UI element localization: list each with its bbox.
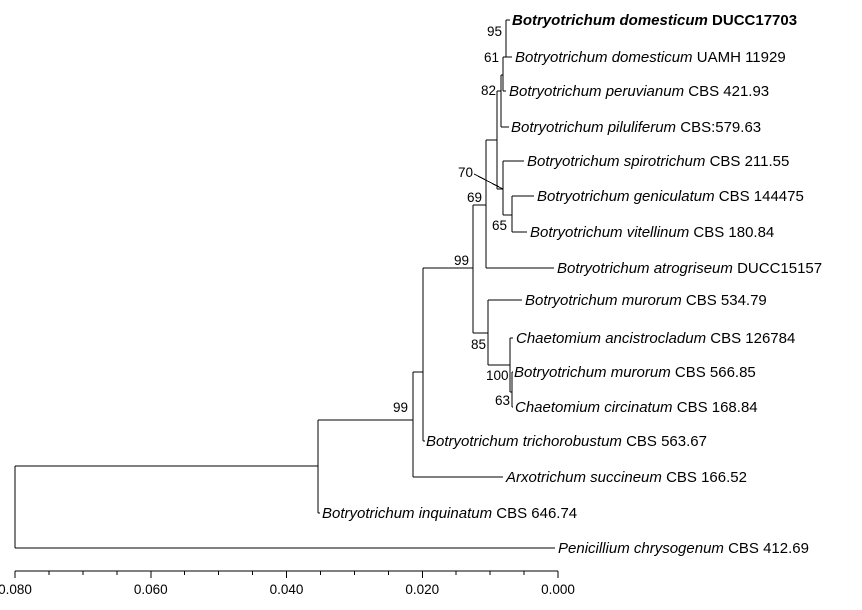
support-value-63: 63 [495, 393, 510, 408]
support-value-99b: 99 [393, 400, 408, 415]
support-value-100: 100 [486, 368, 509, 383]
support-value-99a: 99 [454, 253, 469, 268]
scale-axis-tick-label: 0.040 [270, 582, 304, 597]
taxon-label-spirotrichum: Botryotrichum spirotrichum CBS 211.55 [527, 153, 789, 170]
support-value-85: 85 [471, 337, 486, 352]
taxon-label-ancistrocladum: Chaetomium ancistrocladum CBS 126784 [516, 330, 795, 347]
support-value-70: 70 [458, 165, 473, 180]
taxon-label-trichorobustum: Botryotrichum trichorobustum CBS 563.67 [426, 433, 707, 450]
support-value-82: 82 [481, 83, 496, 98]
taxon-labels: Botryotrichum domesticum DUCC17703 Botry… [322, 12, 822, 557]
support-value-65: 65 [492, 218, 507, 233]
support-70-leader-line [473, 173, 504, 190]
taxon-label-geniculatum: Botryotrichum geniculatum CBS 144475 [537, 188, 804, 205]
support-value-69: 69 [467, 190, 482, 205]
scale-axis-tick-label: 0.000 [541, 582, 575, 597]
taxon-label-domesticum-uamh: Botryotrichum domesticum UAMH 11929 [515, 49, 786, 66]
scale-axis-tick-label: 0.020 [405, 582, 439, 597]
scale-axis-tick-label: 0.080 [0, 582, 32, 597]
tree-branches [14, 19, 555, 549]
support-value-61: 61 [484, 50, 499, 65]
scale-axis: 0.080 0.060 0.040 0.020 0.000 [0, 570, 575, 597]
scale-axis-ticks: 0.080 0.060 0.040 0.020 0.000 [0, 571, 575, 597]
scale-axis-tick-label: 0.060 [134, 582, 168, 597]
taxon-label-inquinatum: Botryotrichum inquinatum CBS 646.74 [322, 505, 577, 522]
taxon-label-piluliferum: Botryotrichum piluliferum CBS:579.63 [511, 119, 761, 136]
taxon-label-atrogriseum: Botryotrichum atrogriseum DUCC15157 [557, 260, 822, 277]
taxon-label-murorum-534: Botryotrichum murorum CBS 534.79 [525, 292, 767, 309]
taxon-label-domesticum-ducc: Botryotrichum domesticum DUCC17703 [512, 12, 797, 29]
taxon-label-peruvianum: Botryotrichum peruvianum CBS 421.93 [509, 83, 769, 100]
taxon-label-vitellinum: Botryotrichum vitellinum CBS 180.84 [530, 224, 774, 241]
support-value-95: 95 [487, 24, 502, 39]
taxon-label-murorum-566: Botryotrichum murorum CBS 566.85 [514, 364, 756, 381]
taxon-label-circinatum: Chaetomium circinatum CBS 168.84 [515, 399, 758, 416]
taxon-label-chrysogenum: Penicillium chrysogenum CBS 412.69 [558, 540, 809, 557]
taxon-label-succineum: Arxotrichum succineum CBS 166.52 [505, 469, 747, 486]
support-values: 95 61 82 70 69 65 99 85 100 63 99 [393, 24, 510, 415]
